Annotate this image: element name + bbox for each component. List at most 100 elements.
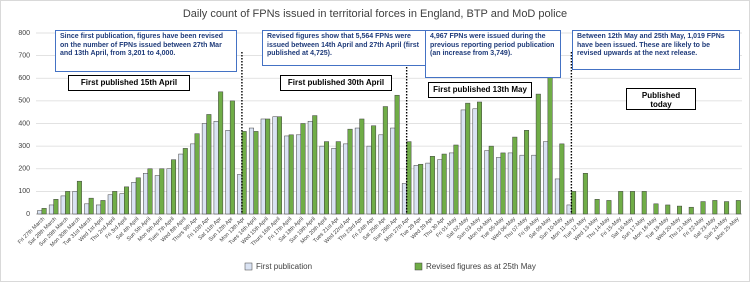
bar [429,156,435,215]
bar [354,127,360,215]
bar [554,178,560,215]
bar [531,154,537,215]
annotation: 4,967 FPNs were issued during the previo… [425,30,561,78]
bar [484,150,490,215]
period-label: First published 13th May [428,82,532,98]
bar [194,133,200,215]
annotation: 4,967 FPNs were issued during the previo… [425,30,561,78]
bar [653,203,659,215]
bar [712,200,718,215]
bar [182,148,188,215]
annotation: Since first publication, figures have be… [55,30,237,72]
period-label: First published 15th April [68,75,190,91]
y-tick-label: 500 [18,98,30,105]
bar [48,204,54,215]
bar [500,152,506,215]
bar [147,168,153,215]
bar [319,145,325,215]
bar [378,134,384,215]
bar [288,134,294,215]
bar [535,93,541,215]
bar [53,199,59,215]
period-label: First published 30th April [280,75,392,91]
bar [343,143,349,215]
bar [296,134,301,215]
bar [453,144,459,215]
bar [347,128,353,215]
y-tick-label: 400 [18,120,30,127]
bar [488,145,494,215]
bar [735,200,741,215]
bar [154,175,160,215]
bar [284,135,290,215]
bar [84,203,90,215]
chart-title: Daily count of FPNs issued in territoria… [183,8,567,20]
bar [206,114,212,215]
bar [700,201,706,215]
annotation: Revised figures show that 5,564 FPNs wer… [262,30,428,66]
bar [472,108,478,215]
period-label: First published 13th May [428,82,532,98]
bar [413,165,419,215]
bar [394,94,400,215]
bar [641,191,647,215]
y-tick-label: 600 [18,75,30,82]
legend-swatch [244,262,253,271]
bar [107,194,113,215]
bar [218,91,224,215]
bar [201,123,207,215]
bar [618,191,624,215]
bar [418,163,424,215]
bar [190,143,196,215]
y-tick-label: 100 [18,188,30,195]
annotation: Revised figures show that 5,564 FPNs wer… [262,30,428,66]
legend-swatch [414,262,423,271]
bar [371,125,377,215]
bar [260,118,266,215]
bar [437,159,443,215]
period-label: First published 30th April [280,75,392,91]
legend-label: Revised figures as at 25th May [426,262,536,271]
bar [688,206,694,215]
bar [324,141,330,215]
bar [60,195,66,215]
bar [335,141,341,215]
bar [131,182,137,215]
bar [606,200,612,215]
bar [124,186,129,215]
bar [112,191,118,215]
bar [213,120,219,215]
bar [229,100,235,215]
y-tick-label: 200 [18,166,30,173]
bar [582,173,588,215]
annotation: Between 12th May and 25th May, 1,019 FPN… [572,30,740,70]
y-tick-label: 300 [18,143,30,150]
bar [382,106,388,215]
bar [307,120,313,215]
bar [465,102,471,215]
bar [135,177,141,215]
bar [276,116,282,215]
bar [95,204,101,215]
bar [178,153,184,215]
bar [159,168,165,215]
bar [460,109,466,215]
bar [253,131,259,215]
bar [665,204,671,215]
bar [512,136,518,215]
bar [594,199,600,215]
bar [441,153,447,215]
bar [559,143,565,215]
bar [143,173,149,215]
bar [76,180,82,215]
bar [390,127,396,215]
bar [72,191,78,215]
bar [300,123,306,215]
bar [477,101,482,215]
bar [366,145,372,215]
bar [88,197,94,215]
period-label: Published today [626,88,696,110]
bar [547,56,553,215]
bar [171,159,177,215]
bar [248,127,254,215]
